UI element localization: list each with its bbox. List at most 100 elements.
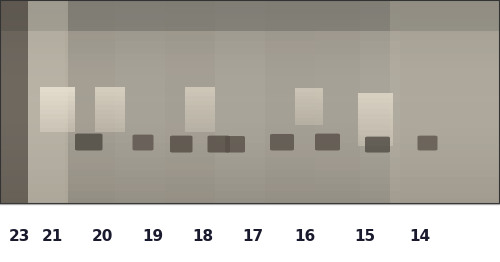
Bar: [0, 20, 500, 27]
Bar: [358, 119, 392, 125]
Bar: [0, 0, 500, 204]
Text: 20: 20: [92, 228, 113, 244]
Bar: [95, 96, 125, 101]
Bar: [358, 130, 392, 135]
Bar: [115, 0, 165, 204]
Bar: [40, 92, 75, 96]
Bar: [95, 101, 125, 105]
Bar: [0, 177, 500, 184]
Text: 17: 17: [242, 228, 263, 244]
Bar: [295, 121, 322, 125]
Bar: [0, 191, 500, 198]
Bar: [0, 198, 500, 204]
Bar: [0, 54, 500, 61]
Bar: [358, 135, 392, 141]
Bar: [0, 184, 500, 191]
Bar: [0, 82, 500, 89]
Bar: [0, 123, 500, 129]
Bar: [95, 114, 125, 119]
Bar: [295, 96, 322, 99]
FancyBboxPatch shape: [315, 134, 340, 150]
Text: 15: 15: [354, 228, 376, 244]
Bar: [358, 114, 392, 119]
Bar: [28, 0, 68, 204]
Bar: [40, 110, 75, 114]
Bar: [0, 170, 500, 177]
Bar: [0, 109, 500, 116]
Bar: [185, 88, 215, 92]
Bar: [40, 119, 75, 123]
Bar: [295, 118, 322, 121]
FancyBboxPatch shape: [365, 137, 390, 152]
Bar: [0, 95, 500, 102]
FancyBboxPatch shape: [225, 136, 245, 152]
Bar: [0, 68, 500, 75]
Bar: [400, 0, 500, 204]
Text: 21: 21: [42, 228, 63, 244]
Bar: [0, 89, 500, 95]
Bar: [295, 103, 322, 107]
Text: 14: 14: [410, 228, 430, 244]
Text: 16: 16: [294, 228, 316, 244]
Bar: [0, 0, 65, 204]
Bar: [0, 204, 500, 262]
Bar: [0, 116, 500, 123]
Bar: [40, 101, 75, 105]
Bar: [0, 34, 500, 41]
Bar: [185, 96, 215, 101]
Bar: [95, 88, 125, 92]
Bar: [0, 129, 500, 136]
Bar: [0, 75, 500, 82]
Bar: [0, 136, 500, 143]
Bar: [265, 0, 315, 204]
Bar: [358, 109, 392, 114]
Bar: [390, 0, 500, 204]
Text: 19: 19: [142, 228, 163, 244]
FancyBboxPatch shape: [270, 134, 294, 150]
Bar: [0, 41, 500, 48]
Bar: [0, 7, 500, 14]
Bar: [295, 99, 322, 103]
Bar: [95, 128, 125, 132]
Bar: [0, 143, 500, 150]
Bar: [95, 110, 125, 114]
Bar: [358, 103, 392, 109]
Bar: [185, 110, 215, 114]
Text: 18: 18: [192, 228, 213, 244]
FancyBboxPatch shape: [75, 134, 102, 150]
Bar: [185, 123, 215, 128]
Bar: [0, 14, 500, 20]
Bar: [185, 114, 215, 119]
Bar: [40, 128, 75, 132]
Bar: [0, 48, 500, 54]
FancyBboxPatch shape: [132, 135, 154, 150]
Bar: [0, 0, 28, 204]
Bar: [358, 98, 392, 103]
Bar: [215, 0, 265, 204]
Bar: [40, 114, 75, 119]
Bar: [185, 128, 215, 132]
Bar: [358, 125, 392, 130]
Bar: [360, 0, 400, 204]
Bar: [185, 105, 215, 110]
Bar: [0, 163, 500, 170]
Bar: [0, 102, 500, 109]
Bar: [185, 92, 215, 96]
Bar: [40, 96, 75, 101]
Bar: [95, 123, 125, 128]
Bar: [95, 92, 125, 96]
Bar: [295, 114, 322, 118]
Bar: [95, 105, 125, 110]
Text: 23: 23: [8, 228, 29, 244]
Bar: [185, 101, 215, 105]
Bar: [0, 150, 500, 157]
Bar: [315, 0, 360, 204]
Bar: [40, 123, 75, 128]
FancyBboxPatch shape: [208, 136, 230, 152]
Bar: [295, 88, 322, 92]
Bar: [95, 119, 125, 123]
Bar: [295, 92, 322, 96]
Bar: [0, 27, 500, 34]
Bar: [40, 88, 75, 92]
FancyBboxPatch shape: [170, 136, 192, 152]
